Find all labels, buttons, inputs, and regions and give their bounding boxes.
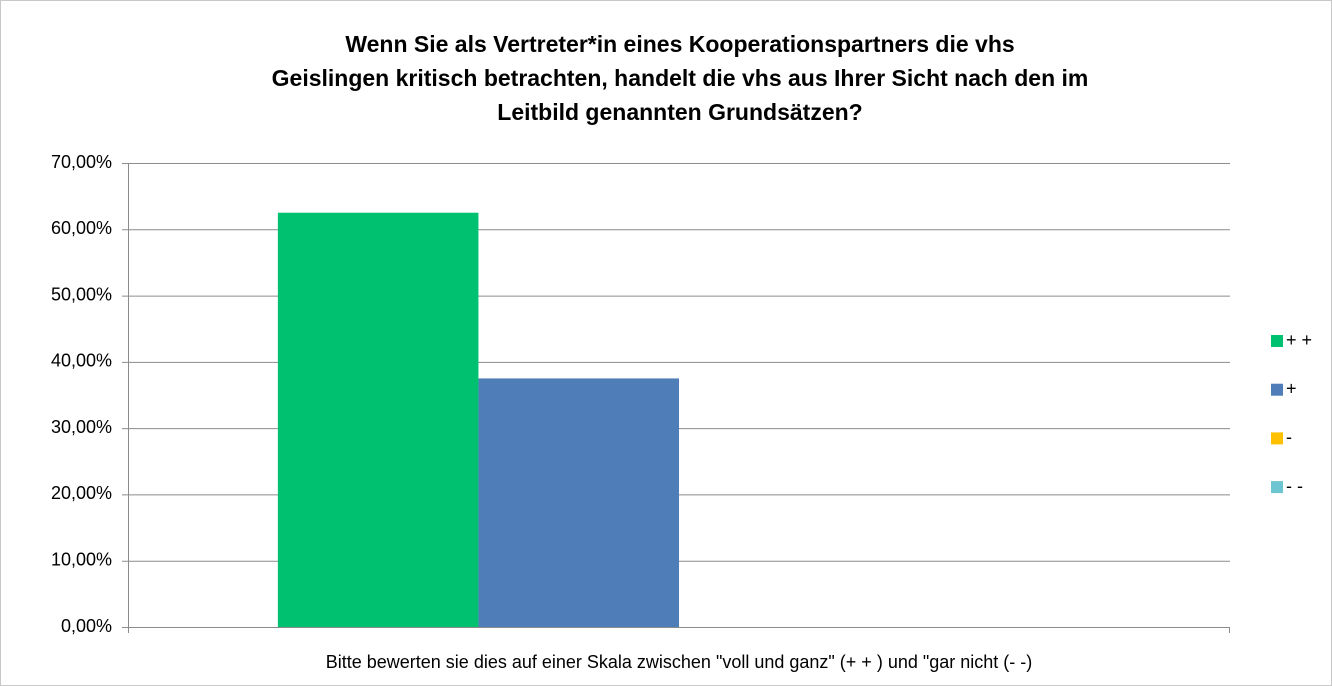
legend-label: + xyxy=(1286,378,1297,398)
legend-swatch xyxy=(1271,335,1283,347)
legend-label: - - xyxy=(1286,476,1303,496)
chart-title-line: Geislingen kritisch betrachten, handelt … xyxy=(272,65,1089,91)
chart-title-line: Leitbild genannten Grundsätzen? xyxy=(497,99,862,125)
chart-title-line: Wenn Sie als Vertreter*in eines Kooperat… xyxy=(345,31,1014,57)
y-tick-label: 50,00% xyxy=(51,284,112,304)
legend-swatch xyxy=(1271,481,1283,494)
y-tick-label: 70,00% xyxy=(51,152,112,172)
y-tick-label: 30,00% xyxy=(51,417,112,437)
y-tick-label: 40,00% xyxy=(51,351,112,371)
legend-label: - xyxy=(1286,427,1292,447)
y-tick-label: 0,00% xyxy=(61,616,112,636)
legend-swatch xyxy=(1271,383,1283,396)
bar xyxy=(277,212,479,627)
y-tick-label: 20,00% xyxy=(51,483,112,503)
legend-swatch xyxy=(1271,432,1283,445)
y-tick-label: 10,00% xyxy=(51,549,112,569)
bar xyxy=(478,378,679,627)
y-tick-label: 60,00% xyxy=(51,218,112,238)
x-tick-label: Bitte bewerten sie dies auf einer Skala … xyxy=(326,652,1033,672)
legend-label: + + xyxy=(1286,330,1312,350)
